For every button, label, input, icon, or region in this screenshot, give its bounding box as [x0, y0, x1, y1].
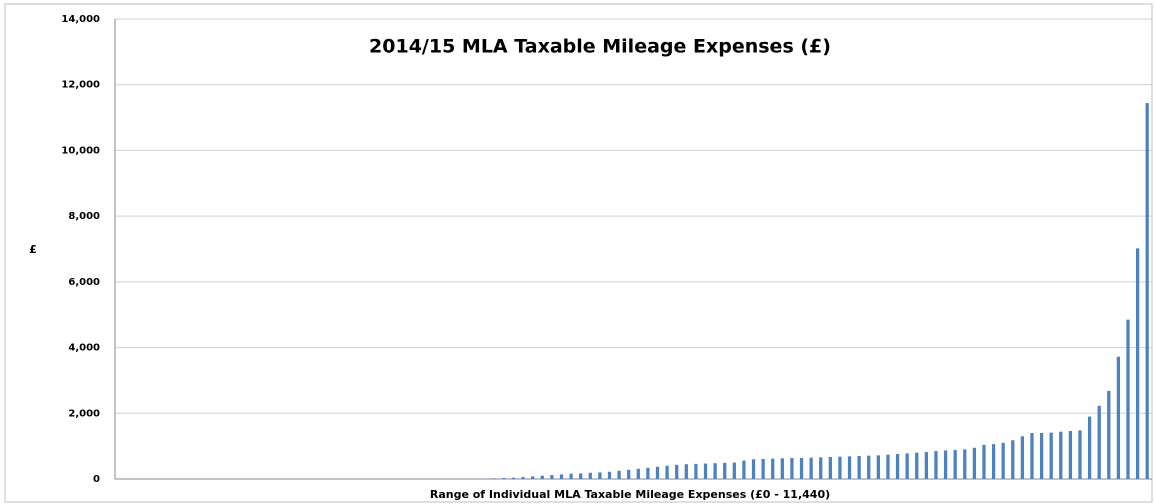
bar: [972, 447, 976, 479]
bar: [598, 472, 602, 479]
bar: [809, 457, 813, 479]
chart-title: 2014/15 MLA Taxable Mileage Expenses (£): [369, 36, 831, 58]
bar: [1068, 431, 1073, 479]
bar: [579, 473, 583, 479]
x-axis-label: Range of Individual MLA Taxable Mileage …: [430, 488, 830, 501]
bar: [1116, 356, 1121, 479]
bar: [588, 472, 592, 479]
bar: [1107, 390, 1111, 479]
bar: [655, 466, 660, 479]
bar: [1059, 431, 1063, 479]
bar: [799, 457, 804, 479]
bar: [684, 464, 688, 479]
bar: [876, 455, 880, 479]
bar: [963, 449, 967, 479]
bar: [492, 478, 496, 479]
bar: [540, 475, 544, 479]
bar: [1097, 405, 1101, 479]
bar: [1049, 432, 1053, 479]
bar: [982, 444, 986, 479]
bar: [636, 468, 640, 479]
bar: [675, 464, 679, 479]
bar: [511, 477, 516, 479]
bar: [780, 458, 784, 479]
y-tick-label: 8,000: [68, 211, 100, 222]
bar: [550, 475, 554, 479]
bar: [531, 476, 535, 479]
bar: [847, 456, 852, 479]
bar: [790, 457, 794, 479]
bar: [1087, 416, 1092, 479]
bar: [646, 467, 650, 479]
bar: [703, 463, 708, 479]
bar: [617, 470, 621, 479]
bar: [607, 471, 612, 479]
bar: [742, 460, 746, 479]
y-tick-label: 12,000: [61, 80, 100, 91]
bar: [694, 463, 698, 479]
bar: [1011, 440, 1015, 479]
bar: [991, 444, 996, 479]
bar: [1145, 103, 1149, 479]
bar: [502, 478, 506, 479]
y-tick-label: 4,000: [68, 343, 100, 354]
bar: [943, 450, 948, 479]
y-tick-label: 14,000: [61, 14, 100, 25]
bar: [1039, 433, 1044, 479]
bar: [828, 456, 832, 479]
bar: [665, 465, 669, 479]
bar: [934, 451, 938, 479]
bar: [867, 455, 871, 479]
bar: [1135, 248, 1140, 479]
y-tick-label: 0: [93, 474, 100, 485]
bar: [1078, 430, 1082, 479]
bar: [953, 450, 957, 479]
bar: [732, 462, 736, 479]
y-axis-label: £: [29, 243, 37, 256]
chart-border: [4, 3, 1153, 503]
bar: [915, 452, 919, 479]
bar: [857, 456, 861, 479]
bar: [819, 457, 823, 479]
bar: [886, 454, 890, 479]
bar: [723, 462, 727, 479]
bar: [521, 477, 525, 479]
bar: [838, 456, 842, 479]
y-tick-label: 10,000: [61, 145, 100, 156]
bar: [751, 459, 756, 479]
bar: [905, 453, 909, 479]
bar: [1126, 319, 1130, 479]
bar: [771, 458, 775, 479]
bar: [761, 458, 765, 479]
y-tick-label: 2,000: [68, 408, 100, 419]
bar: [627, 469, 631, 479]
bar: [1030, 433, 1034, 479]
bar: [1020, 436, 1025, 479]
bar: [1001, 442, 1005, 479]
bar: [713, 463, 717, 479]
bar: [569, 473, 573, 479]
bar: [559, 474, 564, 479]
bar: [924, 452, 928, 479]
y-tick-label: 6,000: [68, 277, 100, 288]
bar: [895, 454, 900, 479]
